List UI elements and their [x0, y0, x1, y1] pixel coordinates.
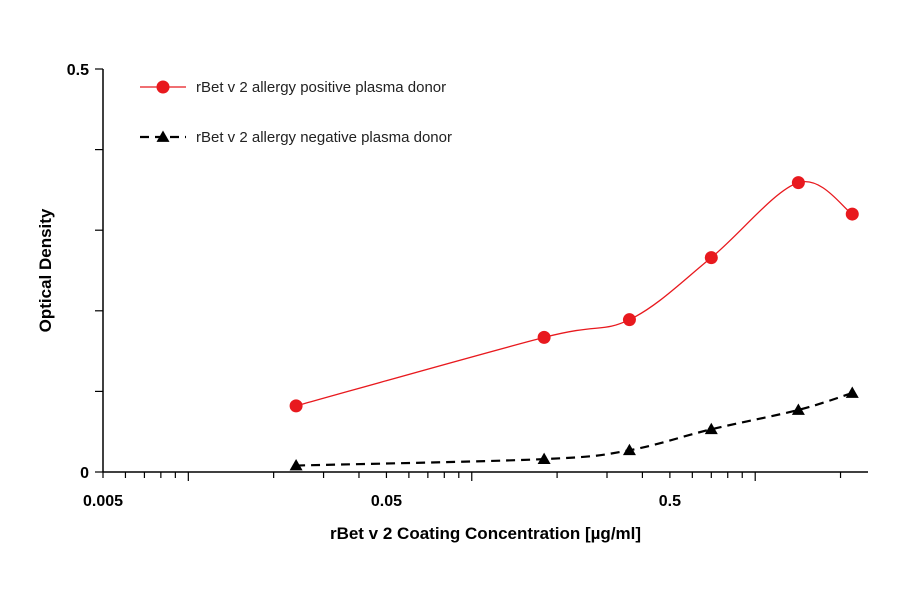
- axes: [102, 69, 868, 473]
- x-axis-label: rBet v 2 Coating Concentration [µg/ml]: [330, 524, 641, 543]
- y-axis-label: Optical Density: [36, 208, 55, 332]
- series-line-negative: [296, 391, 853, 467]
- data-point-positive: [791, 176, 805, 190]
- data-point-positive: [622, 313, 636, 327]
- legend-item-positive: rBet v 2 allergy positive plasma donor: [140, 79, 446, 96]
- legend-marker-negative: [156, 130, 170, 142]
- legend: rBet v 2 allergy positive plasma donor r…: [140, 79, 452, 146]
- data-point-negative: [622, 443, 636, 456]
- data-point-positive: [845, 207, 859, 221]
- data-point-negative: [537, 452, 551, 464]
- y-tick-label: 0.5: [67, 62, 89, 79]
- data-point-positive: [537, 330, 551, 344]
- data-point-negative: [704, 422, 718, 435]
- x-tick-label: 0.005: [83, 493, 123, 510]
- data-point-positive: [704, 251, 718, 265]
- y-ticks: 00.5: [67, 62, 103, 482]
- legend-marker-positive: [156, 80, 170, 94]
- legend-label-positive: rBet v 2 allergy positive plasma donor: [196, 79, 446, 96]
- y-tick-label: 0: [80, 465, 89, 482]
- legend-label-negative: rBet v 2 allergy negative plasma donor: [196, 129, 452, 146]
- legend-item-negative: rBet v 2 allergy negative plasma donor: [140, 129, 452, 146]
- data-point-negative: [791, 403, 805, 415]
- data-point-negative: [289, 459, 303, 471]
- x-ticks: 0.005 0.05 0.5: [83, 472, 842, 510]
- x-tick-label: 0.5: [659, 493, 681, 510]
- data-point-negative: [845, 386, 859, 398]
- series-layer: [289, 176, 859, 471]
- data-point-positive: [289, 399, 303, 413]
- series-line-positive: [295, 180, 853, 407]
- x-tick-label: 0.05: [371, 493, 402, 510]
